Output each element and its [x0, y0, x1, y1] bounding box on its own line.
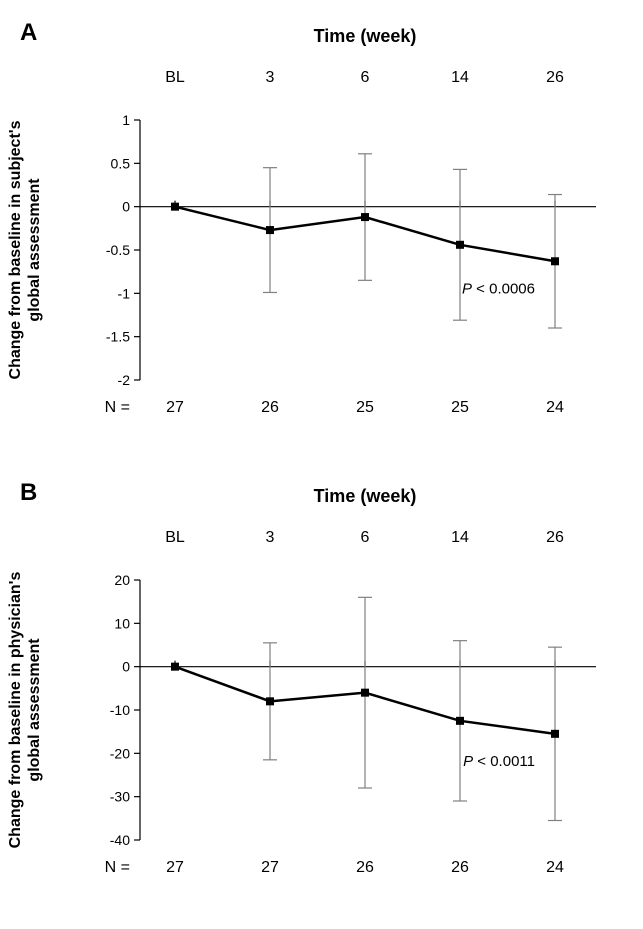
y-tick-label: 0.5	[111, 155, 131, 171]
x-tick-label: 26	[546, 69, 564, 86]
y-tick-label: 1	[122, 112, 130, 128]
y-tick-label: -10	[110, 702, 130, 718]
figure-svg: A Time (week) Change from baseline in subj…	[0, 0, 643, 924]
x-tick-label: BL	[165, 69, 185, 86]
n-value: 27	[166, 859, 184, 876]
x-tick-label: 26	[546, 529, 564, 546]
y-tick-label: -0.5	[106, 242, 130, 258]
y-tick-label: -40	[110, 832, 130, 848]
x-tick-label: 14	[451, 529, 469, 546]
y-tick-label: -30	[110, 789, 130, 805]
chart-panel-b: B Time (week) Change from baseline in phys…	[7, 479, 596, 876]
y-tick-label: -1.5	[106, 329, 130, 345]
n-value: 26	[451, 859, 469, 876]
y-tick-label: 20	[114, 572, 130, 588]
x-tick-label: 14	[451, 69, 469, 86]
n-label: N =	[105, 399, 130, 416]
y-tick-label: 0	[122, 199, 130, 215]
y-tick-label: -1	[118, 285, 131, 301]
n-value: 26	[356, 859, 374, 876]
n-value: 27	[166, 399, 184, 416]
panel-label: B	[20, 479, 37, 506]
data-marker	[266, 697, 274, 705]
p-value: P < 0.0011	[463, 753, 535, 770]
data-marker	[456, 717, 464, 725]
x-tick-label: 3	[266, 529, 275, 546]
chart-title: Time (week)	[314, 26, 417, 46]
x-tick-label: 6	[361, 69, 370, 86]
n-value: 24	[546, 399, 564, 416]
x-tick-label: BL	[165, 529, 185, 546]
data-marker	[551, 730, 559, 738]
n-value: 27	[261, 859, 279, 876]
y-tick-label: -20	[110, 745, 130, 761]
n-value: 24	[546, 859, 564, 876]
chart-panel-a: A Time (week) Change from baseline in subj…	[7, 19, 596, 416]
n-value: 25	[356, 399, 374, 416]
panel-label: A	[20, 19, 37, 46]
data-marker	[266, 226, 274, 234]
data-marker	[361, 689, 369, 697]
n-label: N =	[105, 859, 130, 876]
x-tick-label: 3	[266, 69, 275, 86]
p-value: P < 0.0006	[462, 280, 535, 297]
data-marker	[171, 203, 179, 211]
data-marker	[361, 213, 369, 221]
y-tick-label: 10	[114, 615, 130, 631]
data-marker	[171, 663, 179, 671]
y-axis-label: Change from baseline in physician'sgloba…	[7, 572, 43, 849]
x-tick-label: 6	[361, 529, 370, 546]
chart-title: Time (week)	[314, 486, 417, 506]
y-tick-label: 0	[122, 659, 130, 675]
data-marker	[551, 257, 559, 265]
n-value: 25	[451, 399, 469, 416]
n-value: 26	[261, 399, 279, 416]
data-marker	[456, 241, 464, 249]
y-axis-label: Change from baseline in subject'sglobal …	[7, 120, 43, 379]
y-tick-label: -2	[118, 372, 131, 388]
